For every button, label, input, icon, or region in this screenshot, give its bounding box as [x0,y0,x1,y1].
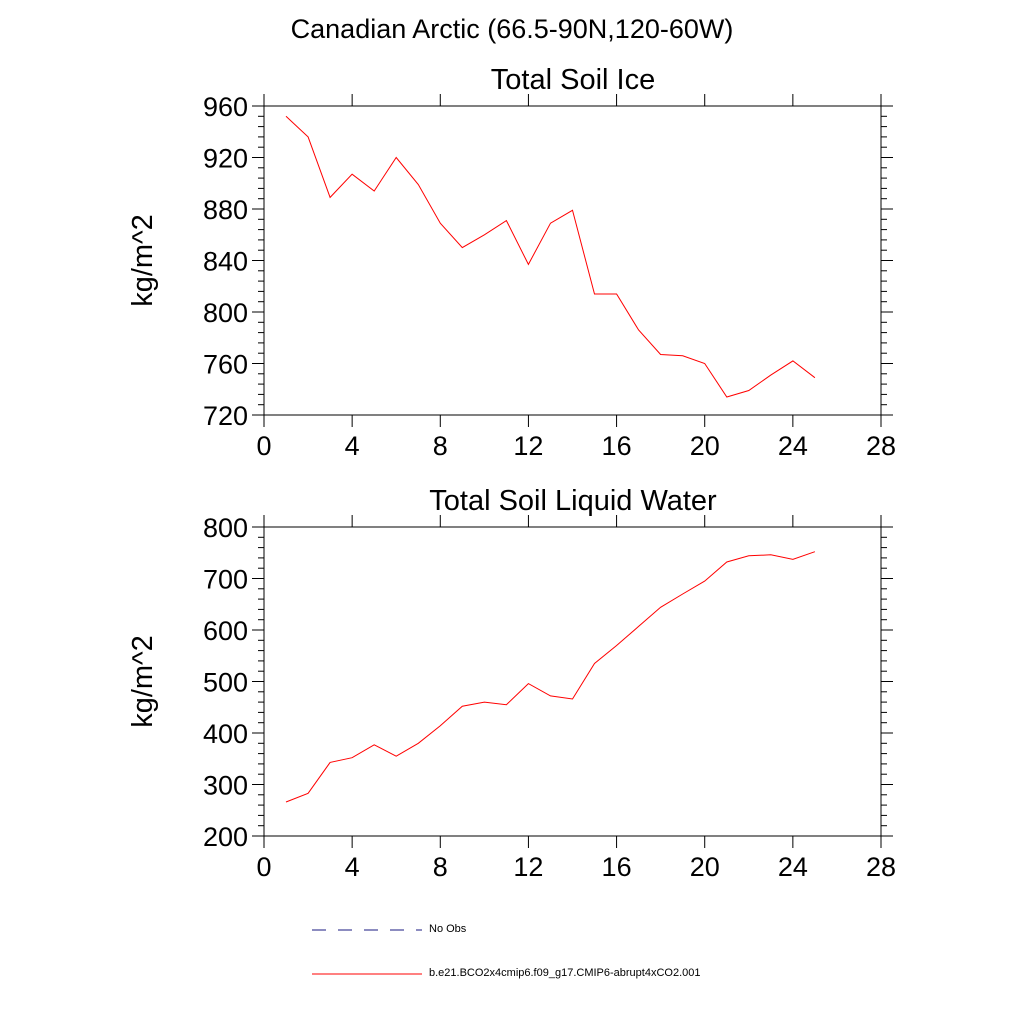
chart-panel-1: 0 4 8 12 16 20 24 28 720 760 800 840 880 920 960 Total … [127,64,896,461]
y-tick-label: 960 [203,92,248,122]
chart-panel-2: 0 4 8 12 16 20 24 28 200 300 400 500 600 700 800 Total … [127,485,896,882]
x-tick-label: 16 [602,431,632,461]
figure-title: Canadian Arctic (66.5-90N,120-60W) [290,14,734,44]
y-tick-label: 300 [203,771,248,801]
x-tick-label: 4 [345,431,360,461]
y-tick-label: 760 [203,350,248,380]
legend [312,929,422,975]
x-tick-label: 12 [513,431,543,461]
x-tick-label: 20 [690,431,720,461]
x-tick-label: 28 [866,431,896,461]
y-tick-label: 880 [203,195,248,225]
x-tick-label: 20 [690,852,720,882]
x-tick-label: 0 [256,852,271,882]
panel-title: Total Soil Ice [491,64,655,96]
x-tick-label: 28 [866,852,896,882]
x-tick-label: 24 [778,852,808,882]
legend-label-no-obs: No Obs [429,923,467,935]
y-tick-label: 500 [203,668,248,698]
x-tick-label: 8 [433,431,448,461]
y-tick-label: 200 [203,822,248,852]
y-tick-label: 600 [203,616,248,646]
legend-label-model-run: b.e21.BCO2x4cmip6.f09_g17.CMIP6-abrupt4x… [429,967,701,979]
panel-title: Total Soil Liquid Water [429,485,717,517]
y-axis-label: kg/m^2 [127,214,159,307]
y-tick-label: 800 [203,298,248,328]
y-tick-label: 720 [203,401,248,431]
y-tick-label: 920 [203,144,248,174]
plot-frame [263,526,882,837]
y-tick-label: 840 [203,247,248,277]
x-tick-label: 0 [256,431,271,461]
plot-frame [263,105,882,416]
x-tick-label: 24 [778,431,808,461]
y-tick-label: 400 [203,719,248,749]
series-line-1 [285,551,816,803]
x-tick-label: 4 [345,852,360,882]
y-tick-label: 700 [203,565,248,595]
x-tick-label: 12 [513,852,543,882]
y-axis-label: kg/m^2 [127,635,159,728]
x-tick-label: 8 [433,852,448,882]
y-tick-label: 800 [203,513,248,543]
x-tick-label: 16 [602,852,632,882]
series-line-1 [285,115,816,398]
